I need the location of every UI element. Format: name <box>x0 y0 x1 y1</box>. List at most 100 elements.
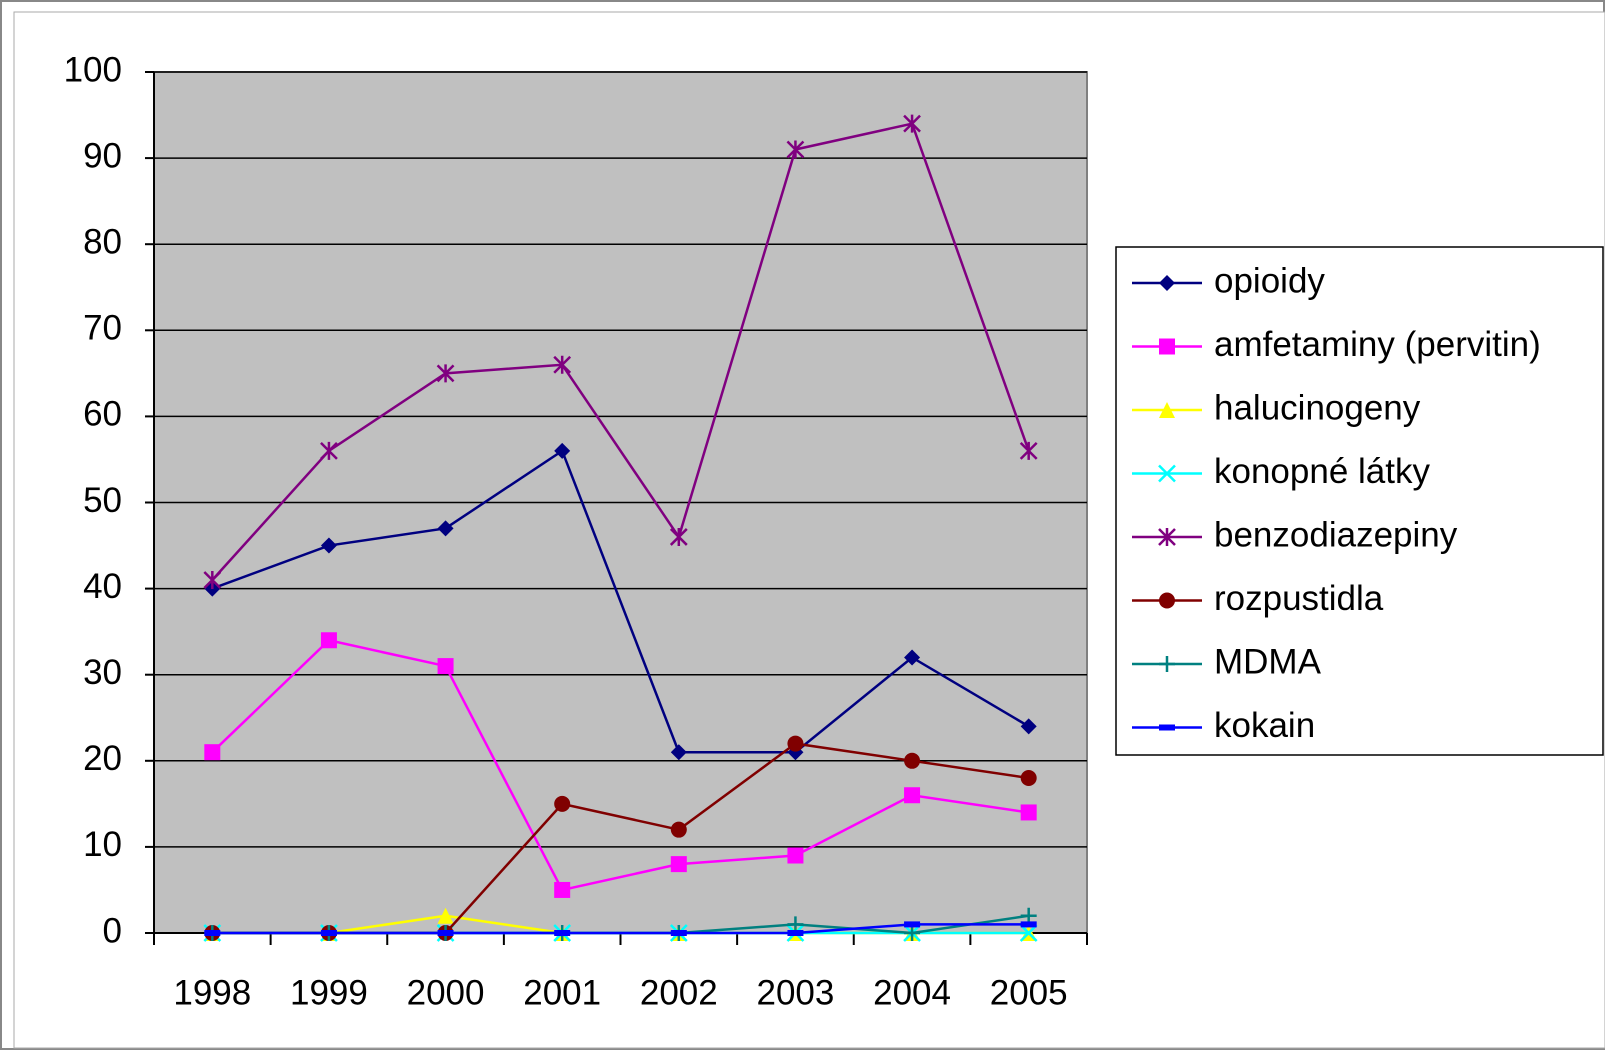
data-point <box>437 930 454 936</box>
data-point <box>320 537 337 554</box>
legend-label: opioidy <box>1214 261 1325 300</box>
data-point-part <box>1020 770 1037 787</box>
x-tick-label: 2004 <box>873 973 951 1012</box>
data-point <box>1020 921 1037 928</box>
legend-marker <box>1158 464 1176 483</box>
data-point-part <box>437 520 454 537</box>
data-point <box>904 787 921 804</box>
legend-marker <box>1159 275 1175 291</box>
data-point-part <box>787 916 804 933</box>
data-point <box>904 752 921 769</box>
data-point <box>787 735 804 752</box>
y-tick-label: 70 <box>83 309 122 348</box>
data-point-part <box>1020 907 1037 924</box>
legend <box>1115 246 1604 756</box>
series-line <box>211 448 1030 754</box>
series-line <box>212 923 1029 935</box>
data-point-part <box>787 847 804 864</box>
legend-marker <box>1159 656 1175 672</box>
data-point-part <box>1019 441 1038 460</box>
x-tick-label: 2000 <box>407 973 485 1012</box>
data-point-part <box>904 921 921 928</box>
legend-label: amfetaminy (pervitin) <box>1214 325 1541 364</box>
legend-label: benzodiazepiny <box>1214 515 1458 554</box>
data-point-part <box>904 752 921 769</box>
data-point-part <box>787 930 804 936</box>
data-point <box>437 658 454 675</box>
data-point-part <box>436 364 455 383</box>
data-point-part <box>320 441 338 460</box>
legend-label: konopné látky <box>1214 452 1430 491</box>
legend-label: kokain <box>1214 706 1315 745</box>
data-point <box>904 921 921 928</box>
data-point <box>204 744 221 761</box>
y-tick-label: 40 <box>83 567 122 606</box>
data-point-part <box>320 632 337 649</box>
data-point <box>1019 924 1038 942</box>
legend-marker-part <box>1159 592 1175 609</box>
data-point-part <box>204 744 221 761</box>
data-point <box>204 930 221 936</box>
data-point-part <box>203 570 222 589</box>
series-line <box>211 122 1030 581</box>
data-point <box>669 527 688 546</box>
data-point-part <box>553 355 572 374</box>
data-point-part <box>554 881 571 898</box>
data-point <box>1020 907 1037 924</box>
data-point-part <box>904 649 921 666</box>
data-point <box>554 442 571 459</box>
x-tick-label: 1998 <box>173 973 251 1012</box>
data-point <box>1019 441 1038 460</box>
y-tick-label: 0 <box>103 911 122 950</box>
x-tick-label: 1999 <box>290 973 368 1012</box>
data-point <box>787 847 804 864</box>
data-point <box>1020 804 1037 821</box>
x-tick-label: 2002 <box>640 973 718 1012</box>
legend-marker <box>1159 338 1175 355</box>
legend-marker-part <box>1159 724 1175 731</box>
legend-label: halucinogeny <box>1214 388 1421 427</box>
legend-marker <box>1159 724 1175 731</box>
y-tick-label: 50 <box>83 481 122 520</box>
data-point <box>1020 718 1037 735</box>
legend-label: MDMA <box>1214 642 1322 681</box>
data-point-part <box>787 735 804 752</box>
data-point <box>436 364 455 383</box>
data-point-part <box>670 930 687 936</box>
data-point <box>903 114 921 133</box>
data-point <box>437 907 454 924</box>
data-point-part <box>554 442 571 459</box>
y-tick-label: 60 <box>83 395 122 434</box>
legend-marker-part <box>1159 656 1175 672</box>
legend-marker-part <box>1159 275 1175 291</box>
data-point <box>437 520 454 537</box>
data-point-part <box>320 537 337 554</box>
legend-marker-part <box>1158 464 1176 483</box>
legend-label: rozpustidla <box>1214 579 1384 618</box>
data-point <box>904 925 921 941</box>
data-point-part <box>904 925 921 941</box>
data-point <box>787 930 804 936</box>
x-tick-label: 2003 <box>757 973 835 1012</box>
y-tick-label: 80 <box>83 222 122 261</box>
legend-marker-part <box>1159 338 1175 355</box>
data-point <box>554 881 571 898</box>
data-point-part <box>320 930 337 936</box>
data-point-part <box>204 930 221 936</box>
data-point <box>904 649 921 666</box>
data-point-part <box>903 114 921 133</box>
data-point-part <box>554 930 571 936</box>
data-point <box>320 441 338 460</box>
data-point-part <box>670 744 687 761</box>
data-point <box>670 821 687 838</box>
data-point <box>553 355 572 374</box>
data-point-part <box>669 527 688 546</box>
legend-marker <box>1158 528 1176 546</box>
x-tick-label: 2001 <box>523 973 601 1012</box>
data-point-part <box>437 930 454 936</box>
data-point-part <box>786 140 805 159</box>
data-point-part <box>670 856 687 873</box>
data-point-part <box>437 907 454 924</box>
x-tick-label: 2005 <box>990 973 1068 1012</box>
